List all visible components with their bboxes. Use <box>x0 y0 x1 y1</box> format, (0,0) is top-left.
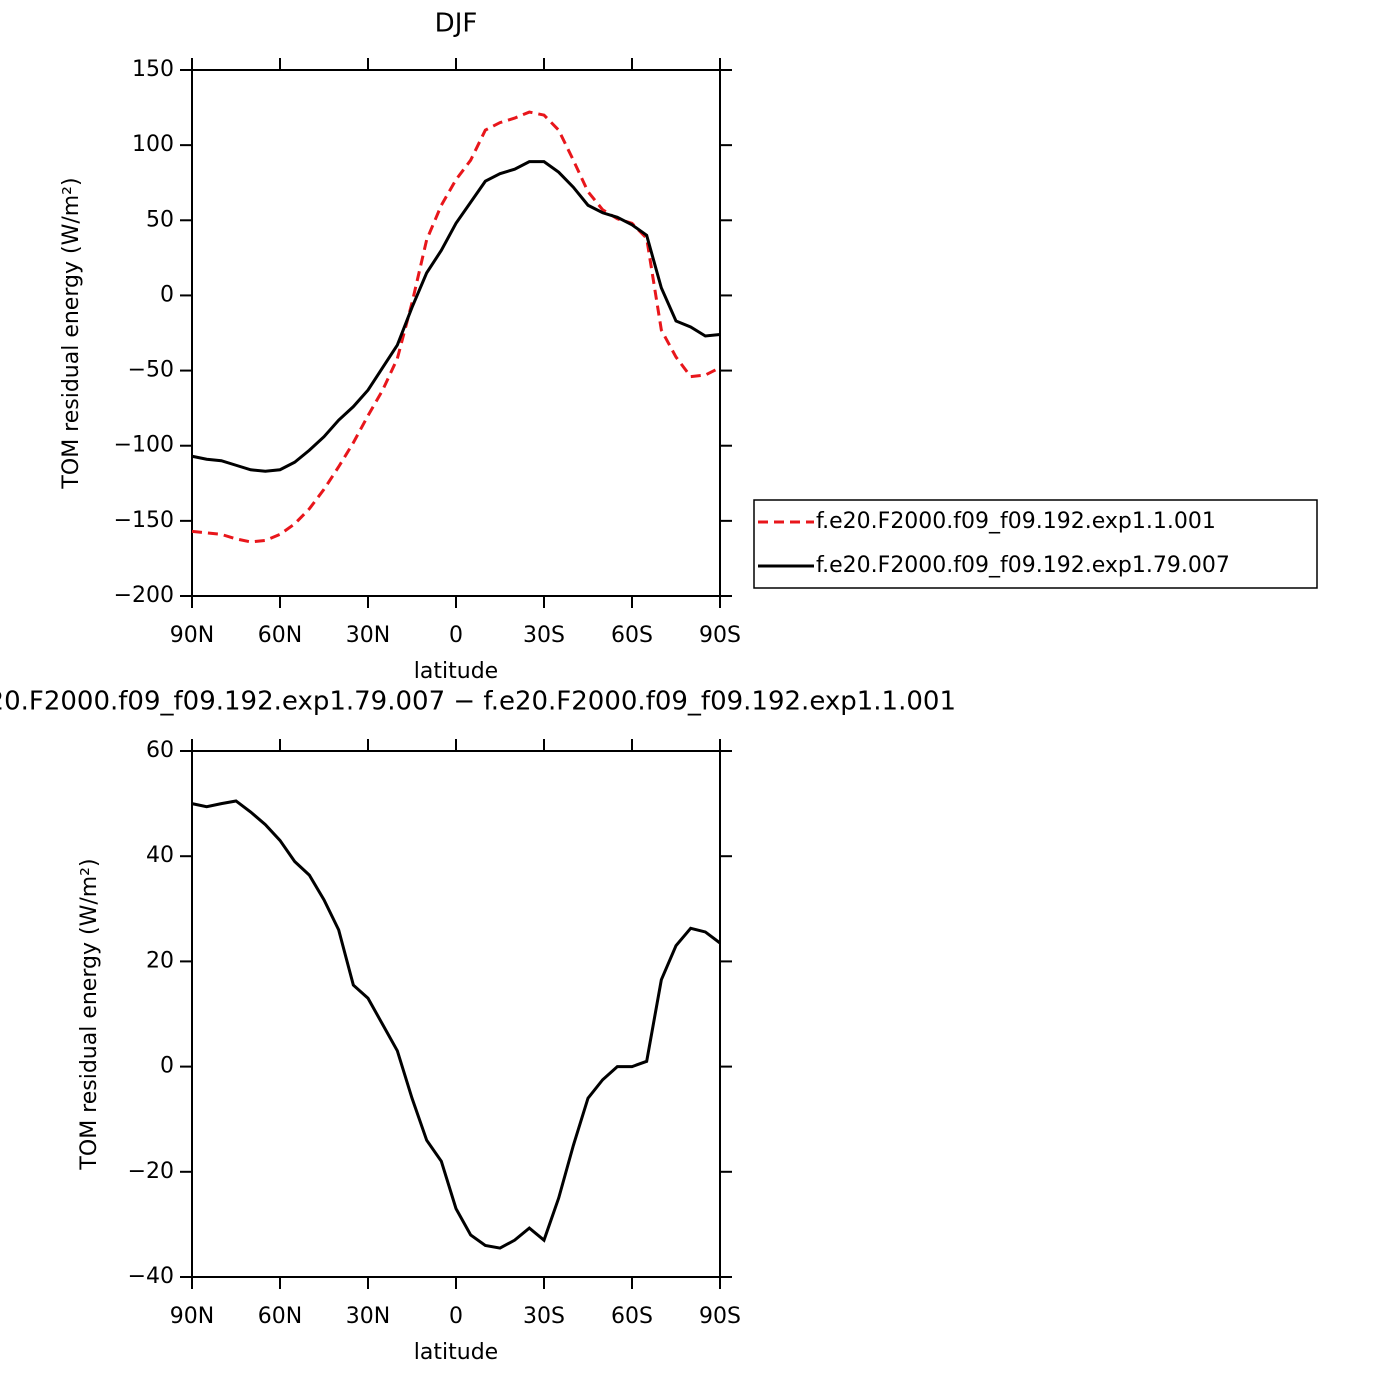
y-axis-label: TOM residual energy (W/m²) <box>59 177 84 489</box>
y-tick-label: 60 <box>146 738 174 763</box>
y-tick-label: 0 <box>160 1054 174 1079</box>
x-tick-label: 60S <box>611 1304 653 1329</box>
y-tick-label: −40 <box>128 1264 174 1289</box>
x-tick-label: 90N <box>170 1304 214 1329</box>
x-axis-label: latitude <box>414 1340 498 1365</box>
y-tick-label: 20 <box>146 948 174 973</box>
x-axis-label: latitude <box>414 659 498 684</box>
x-tick-label: 90S <box>699 1304 741 1329</box>
y-tick-label: 40 <box>146 843 174 868</box>
legend-label: f.e20.F2000.f09_f09.192.exp1.79.007 <box>816 553 1230 578</box>
data-line <box>191 799 721 1250</box>
y-tick-label: −100 <box>114 433 174 458</box>
x-tick-label: 30S <box>523 623 565 648</box>
y-tick-label: −150 <box>114 508 174 533</box>
x-tick-label: 0 <box>449 623 463 648</box>
y-tick-label: 0 <box>160 282 174 307</box>
y-tick-label: 150 <box>132 57 174 82</box>
x-tick-label: 30S <box>523 1304 565 1329</box>
y-tick-label: 100 <box>132 132 174 157</box>
y-tick-label: 50 <box>146 207 174 232</box>
chart-title: f.e20.F2000.f09_f09.192.exp1.79.007 − f.… <box>0 687 956 717</box>
y-tick-label: −50 <box>128 358 174 383</box>
chart-title: DJF <box>435 9 478 39</box>
x-tick-label: 30N <box>346 623 390 648</box>
x-tick-label: 60N <box>258 1304 302 1329</box>
x-tick-label: 90N <box>170 623 214 648</box>
x-tick-label: 90S <box>699 623 741 648</box>
plot-frame <box>191 69 721 597</box>
legend-label: f.e20.F2000.f09_f09.192.exp1.1.001 <box>816 509 1216 534</box>
x-tick-label: 60N <box>258 623 302 648</box>
y-tick-label: −200 <box>114 583 174 608</box>
y-tick-label: −20 <box>128 1159 174 1184</box>
series-line <box>191 110 721 544</box>
y-axis-label: TOM residual energy (W/m²) <box>77 858 102 1170</box>
x-tick-label: 30N <box>346 1304 390 1329</box>
series-line <box>191 160 721 473</box>
x-tick-label: 60S <box>611 623 653 648</box>
x-tick-label: 0 <box>449 1304 463 1329</box>
legend-box <box>753 499 1318 589</box>
